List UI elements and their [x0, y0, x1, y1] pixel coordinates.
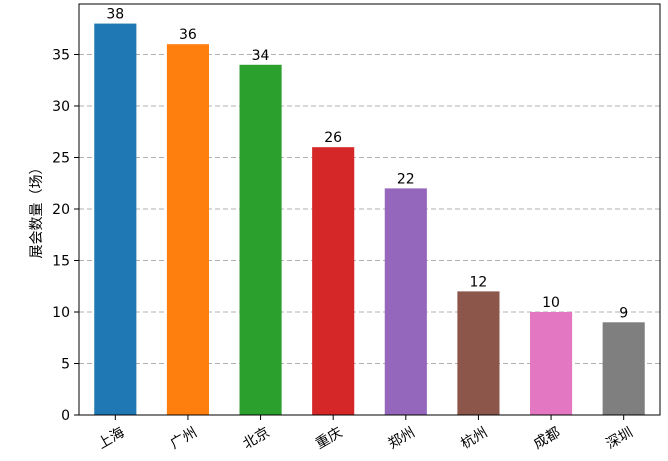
bar-5: [384, 188, 427, 415]
bar-value-label: 12: [470, 274, 488, 290]
y-axis: 0 5 10 15 20 25 30 35: [52, 47, 79, 424]
bar-value-label: 10: [542, 295, 560, 311]
x-tick-label: 重庆: [313, 425, 345, 453]
bar-value-label: 9: [619, 305, 628, 321]
bar-value-label: 34: [252, 48, 270, 64]
bar-3: [239, 64, 282, 415]
y-tick-label: 15: [52, 253, 70, 269]
bar-4: [312, 147, 355, 415]
bar-value-label: 36: [179, 27, 197, 43]
x-tick-label: 北京: [240, 425, 272, 453]
bar-1: [94, 23, 137, 415]
x-tick-label: 郑州: [386, 425, 418, 453]
x-tick-label: 杭州: [458, 425, 490, 453]
x-tick-label: 深圳: [603, 425, 635, 453]
bar-8: [602, 322, 645, 415]
y-tick-label: 25: [52, 150, 70, 166]
bar-value-label: 22: [397, 171, 415, 187]
y-tick-label: 30: [52, 99, 70, 115]
y-tick-label: 20: [52, 202, 70, 218]
bar-value-labels: 38 36 34 26 22 12 10 9: [106, 7, 628, 322]
y-tick-label: 10: [52, 305, 70, 321]
bar-7: [530, 311, 573, 415]
x-tick-label: 成都: [531, 425, 563, 453]
y-tick-label: 35: [52, 47, 70, 63]
x-tick-label: 上海: [95, 425, 127, 453]
x-axis: 上海 广州 北京 重庆 郑州 杭州 成都 深圳: [95, 415, 636, 452]
y-tick-label: 5: [61, 356, 70, 372]
bar-value-label: 26: [324, 130, 342, 146]
bars: [94, 23, 645, 415]
y-axis-title: 展会数量（场）: [29, 161, 45, 259]
y-tick-label: 0: [61, 408, 70, 424]
bar-6: [457, 291, 500, 415]
bar-2: [166, 44, 209, 415]
bar-value-label: 38: [106, 7, 124, 23]
x-tick-label: 广州: [168, 425, 200, 453]
grid-lines: [79, 53, 660, 364]
plot-frame: [78, 3, 661, 416]
